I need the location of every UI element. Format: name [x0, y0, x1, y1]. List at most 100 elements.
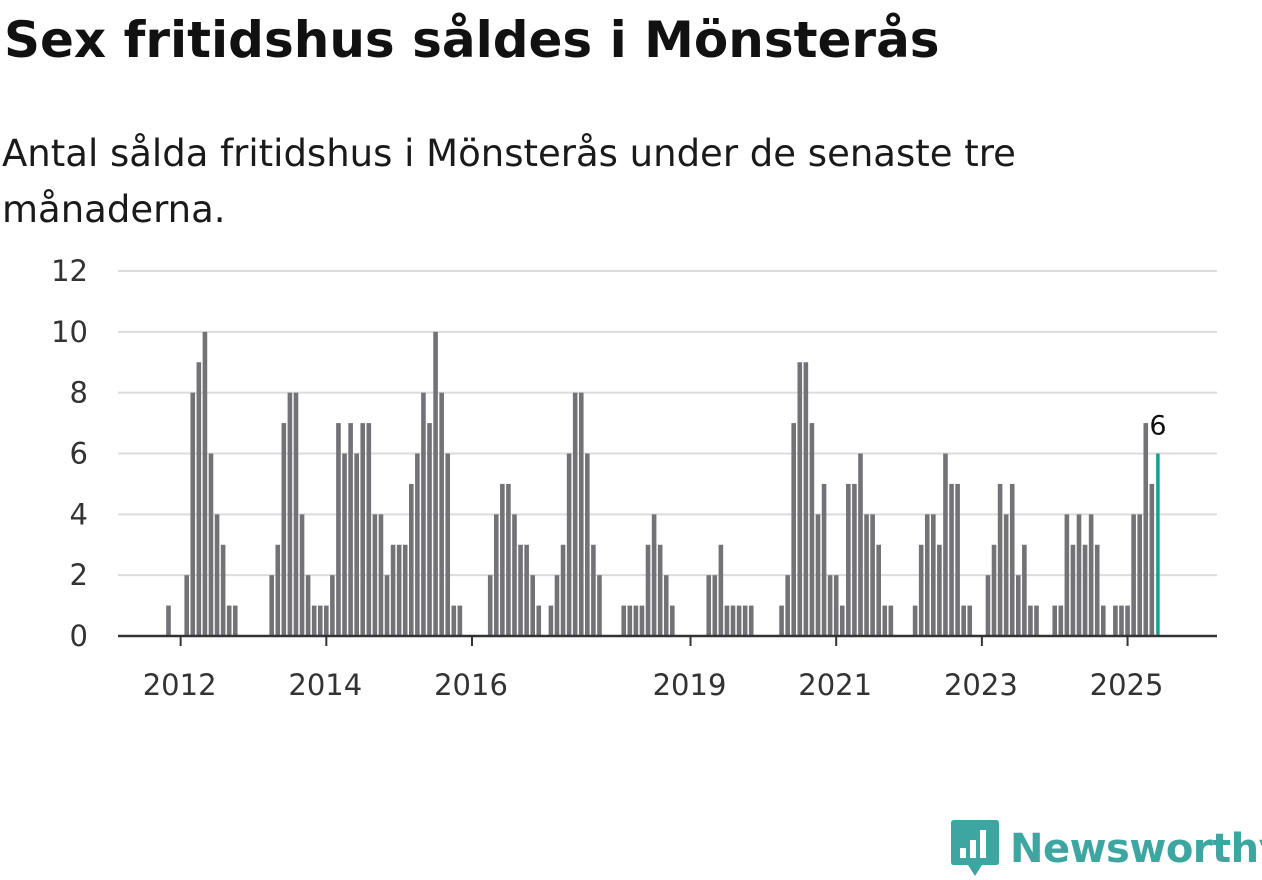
bar [311, 605, 317, 636]
bar [888, 605, 894, 636]
bar [1125, 605, 1130, 636]
bar [348, 423, 353, 636]
bar [803, 362, 809, 636]
bar [955, 483, 960, 636]
bar [439, 392, 444, 636]
bar [232, 605, 238, 636]
bar [342, 453, 347, 636]
bar [1076, 514, 1082, 636]
bar [724, 605, 730, 636]
bar [184, 575, 190, 636]
bar [1137, 514, 1142, 636]
bar [354, 453, 359, 636]
bar [779, 605, 784, 636]
bar [512, 514, 517, 636]
x-tick-label: 2025 [1090, 668, 1164, 702]
bar [1058, 605, 1064, 636]
bar [451, 605, 457, 636]
bar [670, 605, 675, 636]
bar [949, 483, 954, 636]
bar [748, 605, 754, 636]
bar [578, 392, 584, 636]
bar [1009, 483, 1015, 636]
bar [506, 483, 511, 636]
bar [1016, 575, 1021, 636]
bar [1088, 514, 1094, 636]
bar [324, 605, 329, 636]
bar [1100, 605, 1106, 636]
bar [1052, 605, 1058, 636]
bar [730, 605, 736, 636]
x-tick-label: 2012 [143, 668, 217, 702]
newsworthy-logo: Newsworthy [950, 818, 1262, 880]
bar [220, 544, 226, 636]
bar [663, 575, 669, 636]
y-tick-label: 4 [70, 497, 88, 531]
bar [226, 605, 232, 636]
bar [536, 605, 542, 636]
y-tick-label: 8 [70, 376, 88, 410]
bar [1131, 514, 1136, 636]
bar [918, 544, 924, 636]
bar [858, 453, 863, 636]
bar [937, 544, 942, 636]
bar [433, 331, 438, 636]
bar [275, 544, 281, 636]
x-tick-label: 2016 [434, 668, 508, 702]
bar [712, 575, 718, 636]
bar [390, 544, 396, 636]
bar [281, 423, 287, 636]
bar-latest [1156, 453, 1160, 636]
bar [591, 544, 596, 636]
bar [876, 544, 881, 636]
x-tick-label: 2014 [288, 668, 362, 702]
bar [1070, 544, 1076, 636]
last-value-label: 6 [1149, 411, 1166, 442]
bar [864, 514, 869, 636]
bar [827, 575, 833, 636]
bar [384, 575, 390, 636]
bar [554, 575, 560, 636]
bar [518, 544, 523, 636]
bar [997, 483, 1003, 636]
bar [305, 575, 311, 636]
bar [208, 453, 214, 636]
bar [572, 392, 578, 636]
y-tick-label: 6 [70, 437, 88, 471]
bar [196, 362, 202, 636]
bar [846, 483, 851, 636]
bar [791, 423, 797, 636]
bar [402, 544, 408, 636]
bar [931, 514, 936, 636]
bar [967, 605, 973, 636]
bar [560, 544, 566, 636]
bar [882, 605, 888, 636]
bar [1113, 605, 1118, 636]
bar [809, 423, 815, 636]
bar [409, 483, 414, 636]
bar [991, 544, 997, 636]
bar [633, 605, 639, 636]
bar-chart-logo-icon [951, 820, 999, 876]
bar [833, 575, 839, 636]
bar [706, 575, 712, 636]
bar [985, 575, 991, 636]
bar [500, 483, 505, 636]
bar [1143, 423, 1149, 636]
bar [415, 453, 420, 636]
bar [317, 605, 323, 636]
bar [269, 575, 274, 636]
bar [912, 605, 918, 636]
bar [961, 605, 966, 636]
bar [1034, 605, 1039, 636]
bar [645, 544, 651, 636]
bar [445, 453, 451, 636]
bar [785, 575, 790, 636]
bar [1094, 544, 1100, 636]
bar [287, 392, 293, 636]
bar [396, 544, 402, 636]
bar [852, 483, 857, 636]
labels: 0 2 4 6 8 10 12 2012 2014 2016 2019 2021 2023 2025 6 [51, 254, 1166, 702]
bar [657, 544, 663, 636]
bar [336, 423, 341, 636]
